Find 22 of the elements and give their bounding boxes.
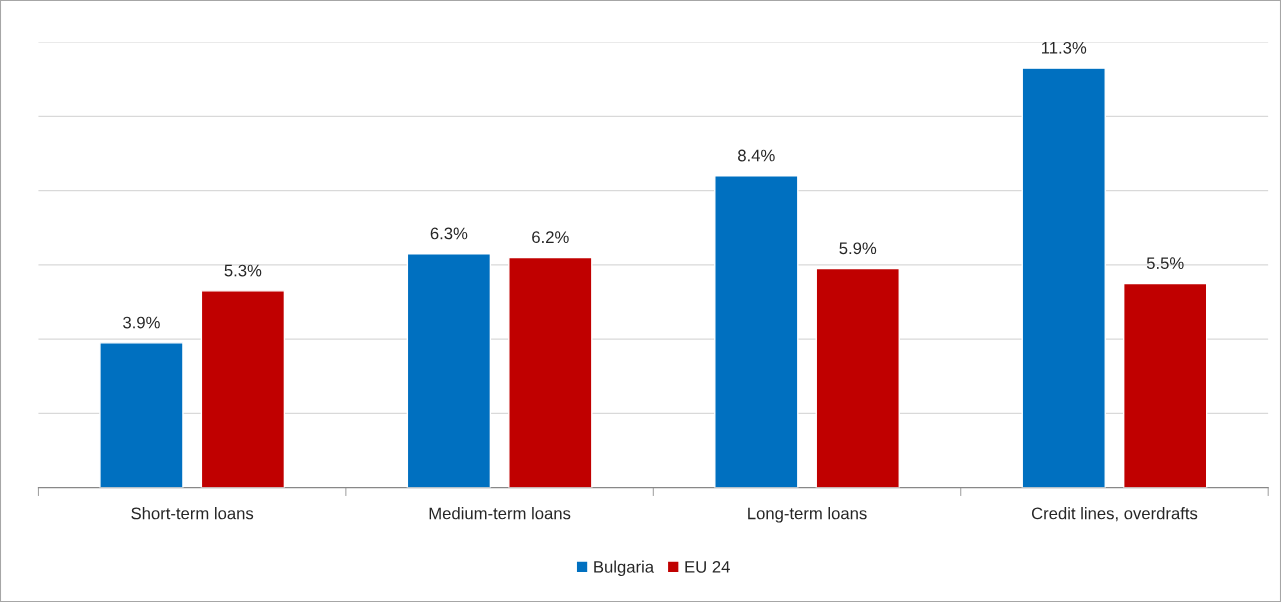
bar: [1021, 67, 1106, 488]
x-tick-label: Credit lines, overdrafts: [1031, 507, 1198, 522]
data-label: 3.9%: [123, 316, 160, 329]
x-tick-label: Long-term loans: [748, 507, 867, 523]
data-label: 8.4%: [738, 149, 775, 162]
data-label: 5.3%: [224, 264, 262, 277]
bar: [508, 256, 593, 488]
bar: [99, 342, 184, 488]
x-tick-label: Short-term loans: [131, 507, 254, 520]
bar: [714, 175, 799, 488]
bar: [200, 290, 286, 488]
legend-label: Bulgaria: [594, 560, 655, 577]
data-label: 5.5%: [1146, 257, 1184, 270]
bar: [1122, 282, 1208, 488]
data-label: 5.9%: [839, 242, 877, 255]
data-label: 6.3%: [430, 227, 468, 240]
data-label: 11.3%: [1042, 41, 1087, 54]
bar: [406, 253, 492, 488]
x-tick-label: Medium-term loans: [429, 507, 571, 520]
data-label: 6.2%: [532, 231, 569, 244]
legend-label: EU 24: [685, 560, 730, 573]
bar: [815, 267, 900, 488]
